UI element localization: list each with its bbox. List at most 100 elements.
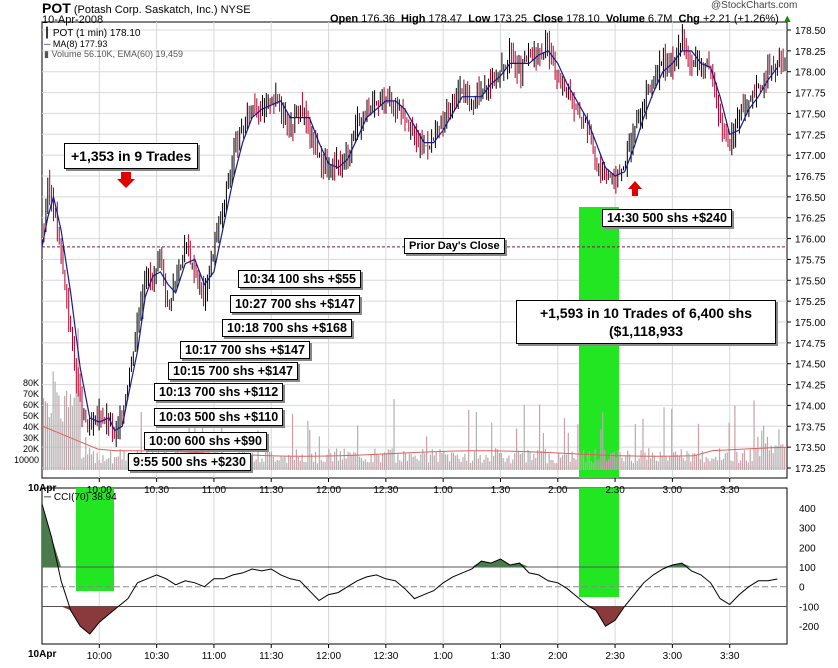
- high-value: 178.47: [428, 13, 463, 25]
- price-tick-label: 176.00: [795, 235, 826, 246]
- volume-bar: [617, 449, 619, 470]
- volume-bar: [357, 425, 359, 470]
- volume-bar: [366, 461, 368, 470]
- volume-bar: [372, 462, 374, 470]
- volume-bar: [619, 451, 621, 470]
- price-tick-label: 177.75: [795, 89, 826, 100]
- volume-bar: [115, 457, 117, 470]
- volume-bar: [563, 418, 566, 470]
- volume-bar: [301, 454, 303, 470]
- volume-bar: [558, 453, 560, 470]
- volume-bar: [724, 453, 726, 470]
- volume-bar: [713, 459, 715, 470]
- volume-bar: [43, 398, 45, 470]
- volume-bar: [747, 462, 749, 470]
- volume-bar: [391, 448, 393, 470]
- volume-bar: [450, 452, 453, 470]
- volume-bar: [403, 451, 405, 470]
- volume-bar: [345, 458, 347, 470]
- low-value: 173.25: [493, 13, 527, 25]
- volume-bar: [697, 423, 700, 470]
- cci-tick-label: 400: [799, 504, 816, 515]
- volume-bar: [531, 459, 533, 470]
- cci-tick-label: 300: [799, 524, 816, 535]
- volume-bar: [554, 463, 556, 470]
- volume-bar: [414, 455, 416, 470]
- price-x-start-label: 10Apr: [28, 483, 56, 494]
- volume-bar: [46, 403, 49, 470]
- volume-bar: [540, 450, 543, 470]
- volume-bar: [684, 460, 686, 470]
- volume-bar: [561, 455, 564, 470]
- volume-bar: [651, 452, 654, 470]
- header-symbol-line: POT (Potash Corp. Saskatch, Inc.) NYSE: [42, 0, 251, 16]
- cci-x-tick-label: 11:30: [259, 651, 284, 662]
- volume-bar: [489, 461, 491, 470]
- price-tick-label: 175.50: [795, 276, 826, 287]
- volume-bar: [326, 454, 328, 470]
- volume-bar: [644, 452, 646, 470]
- volume-bar: [288, 454, 290, 470]
- volume-bar: [96, 452, 98, 470]
- volume-bar: [517, 450, 520, 470]
- volume-bar: [611, 453, 613, 470]
- volume-bar: [615, 457, 617, 470]
- cci-tick-label: -100: [799, 602, 819, 613]
- price-x-tick-label: 12:30: [373, 485, 398, 496]
- volume-bar: [738, 462, 740, 470]
- volume-bar: [533, 454, 535, 470]
- volume-bar: [512, 459, 514, 470]
- watermark: @StockCharts.com: [711, 0, 798, 11]
- volume-bar: [104, 461, 106, 470]
- volume-bar: [328, 448, 330, 470]
- volume-bar: [290, 456, 292, 470]
- volume-bar: [73, 397, 75, 470]
- price-tick-label: 175.75: [795, 255, 826, 266]
- volume-bar: [529, 451, 531, 470]
- volume-tick-label: 70K: [23, 389, 39, 399]
- volume-bar: [399, 460, 401, 470]
- volume-bar: [98, 459, 100, 470]
- volume-bar: [550, 459, 552, 470]
- volume-bar: [594, 448, 596, 470]
- volume-bar: [663, 407, 665, 470]
- volume-bar: [676, 454, 679, 470]
- cci-x-tick-label: 3:00: [663, 651, 683, 662]
- volume-bar: [441, 452, 443, 470]
- volume-bar: [640, 450, 642, 470]
- price-tick-label: 177.00: [795, 151, 826, 162]
- volume-bar: [389, 449, 391, 470]
- volume-label: Volume: [605, 13, 645, 25]
- volume-bar: [111, 463, 114, 470]
- price-tick-label: 177.25: [795, 130, 826, 141]
- volume-bar: [632, 463, 635, 470]
- volume-bar: [257, 430, 259, 470]
- volume-bar: [123, 449, 125, 470]
- volume-bar: [270, 451, 273, 470]
- trade-callout: 10:15 700 shs +$147: [168, 362, 298, 380]
- volume-bar: [669, 455, 671, 470]
- volume-bar: [761, 430, 763, 470]
- price-tick-label: 173.25: [795, 464, 826, 475]
- volume-tick-label: 10000: [14, 455, 39, 465]
- volume-bar: [519, 454, 522, 470]
- volume-bar: [538, 404, 541, 470]
- cci-x-start-label: 10Apr: [28, 649, 56, 660]
- volume-bar: [592, 462, 594, 470]
- price-x-tick-label: 3:00: [663, 485, 683, 496]
- price-tick-label: 176.75: [795, 172, 826, 183]
- volume-bar: [784, 447, 786, 470]
- volume-bar: [362, 460, 364, 470]
- volume-bar: [337, 460, 340, 470]
- volume-bar-icon: ▮: [44, 49, 49, 59]
- volume-bar: [583, 449, 585, 470]
- volume-bar: [690, 461, 692, 470]
- volume-bar: [276, 459, 278, 470]
- volume-tick-label: 40K: [23, 422, 39, 432]
- left-total-callout: +1,353 in 9 Trades: [64, 143, 199, 169]
- ma-line: [41, 50, 778, 432]
- volume-bar: [577, 424, 579, 470]
- cci-x-tick-label: 10:30: [144, 651, 169, 662]
- volume-bar: [341, 459, 343, 470]
